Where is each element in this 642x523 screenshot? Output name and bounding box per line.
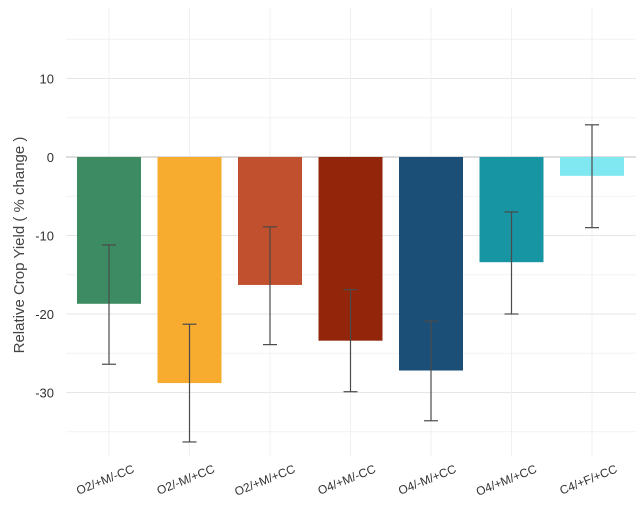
category-label: O2/-M/+CC [155,462,217,498]
y-tick-label: -30 [35,386,54,401]
category-label: O4/+M/-CC [316,462,378,498]
error-bar-C4/+F/+CC [585,124,599,229]
category-label: O4/-M/+CC [396,462,458,498]
y-tick-label: -10 [35,229,54,244]
error-bar-O4/+M/-CC [343,289,358,393]
category-label: O2/+M/-CC [74,462,136,498]
error-bar-O2/-M/+CC [182,323,197,443]
category-label: O4/+M/+CC [474,462,539,499]
categories-layer: O2/+M/-CC O2/-M/+CC O2/+M/+CC O4/+M/-CC O4/-… [74,462,619,499]
y-tick-label: 0 [47,150,54,165]
error-bar-O4/-M/+CC [424,320,438,422]
category-label: O2/+M/+CC [233,462,298,499]
y-axis-label: Relative Crop Yield ( % change ) [11,137,28,354]
y-tick-label: -20 [35,307,54,322]
category-label: C4/+F/+CC [558,462,620,498]
y-tick-label: 10 [40,72,54,87]
error-bar-O4/+M/+CC [504,211,519,315]
error-bar-O2/+M/-CC [102,244,116,365]
errorbars-layer [102,124,599,443]
error-bar-O2/+M/+CC [263,226,277,346]
ticks-layer: 10 0 -10 -20 -30 [35,72,54,401]
